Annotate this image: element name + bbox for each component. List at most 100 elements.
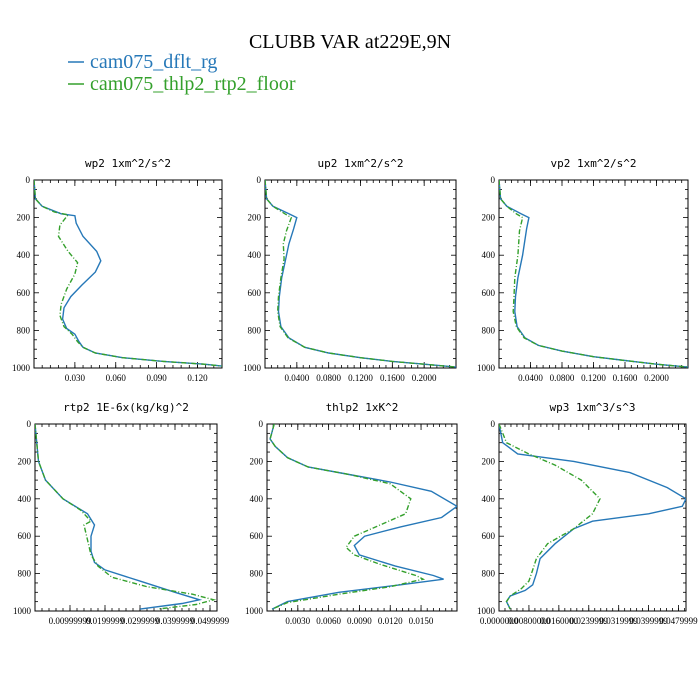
- x-tick-label: 0.0030: [285, 616, 310, 626]
- y-tick-label: 0: [491, 175, 496, 185]
- x-tick-label: 0.0150: [409, 616, 434, 626]
- x-tick-label: 0.0120: [378, 616, 403, 626]
- x-tick-label: 0.0479999: [659, 616, 698, 626]
- y-tick-label: 1000: [243, 363, 262, 373]
- series-line-2: [265, 180, 456, 368]
- panel-title: wp3 1xm^3/s^3: [549, 401, 635, 414]
- y-tick-label: 600: [482, 288, 496, 298]
- plot-frame: [33, 179, 223, 369]
- y-tick-label: 1000: [477, 363, 496, 373]
- series-line-2: [499, 424, 601, 610]
- series-line-1: [269, 424, 457, 610]
- series-line-1: [34, 180, 222, 367]
- x-tick-label: 0.00800000: [508, 616, 551, 626]
- series-line-2: [269, 424, 426, 610]
- x-tick-label: 0.0400: [284, 373, 309, 383]
- panel-title: up2 1xm^2/s^2: [317, 157, 403, 170]
- x-tick-label: 0.0400: [518, 373, 543, 383]
- y-tick-label: 600: [250, 531, 264, 541]
- x-tick-label: 0.0319999: [600, 616, 639, 626]
- panel-4: rtp2 1E-6x(kg/kg)^2 0 200 400 600 800 1000 0.00…: [13, 401, 230, 626]
- y-tick-label: 1000: [477, 606, 496, 616]
- y-tick-label: 400: [250, 494, 264, 504]
- y-tick-label: 0: [26, 175, 31, 185]
- x-tick-label: 0.1600: [380, 373, 405, 383]
- series-line-1: [499, 180, 688, 368]
- y-tick-label: 200: [250, 456, 264, 466]
- panel-title: rtp2 1E-6x(kg/kg)^2: [63, 401, 189, 414]
- y-tick-label: 400: [482, 250, 496, 260]
- y-tick-label: 400: [18, 494, 32, 504]
- panel-title: thlp2 1xK^2: [326, 401, 399, 414]
- y-tick-label: 800: [17, 325, 31, 335]
- x-tick-label: 0.0239999: [570, 616, 609, 626]
- x-tick-label: 0.0800: [316, 373, 341, 383]
- plot-frame: [498, 423, 687, 612]
- panel-6: wp3 1xm^3/s^3020040060080010000.00000000…: [477, 401, 698, 626]
- series-line-1: [265, 180, 456, 368]
- x-tick-label: 0.0399999: [629, 616, 668, 626]
- y-tick-label: 400: [482, 494, 496, 504]
- panel-title: vp2 1xm^2/s^2: [550, 157, 636, 170]
- y-tick-label: 1000: [12, 363, 31, 373]
- x-tick-label: 0.1200: [581, 373, 606, 383]
- x-tick-label: 0.2000: [644, 373, 669, 383]
- panel-1: wp2 1xm^2/s^2 0 200 400 600 800 1000 0.030 0.060…: [12, 157, 223, 383]
- x-tick-label: 0.0000000: [480, 616, 519, 626]
- x-tick-label: 0.060: [106, 373, 127, 383]
- x-tick-label: 0.0299999: [121, 616, 160, 626]
- x-tick-label: 0.0060: [316, 616, 341, 626]
- y-tick-label: 400: [17, 250, 31, 260]
- y-tick-label: 800: [482, 569, 496, 579]
- y-tick-label: 600: [17, 288, 31, 298]
- panel-title: wp2 1xm^2/s^2: [85, 157, 171, 170]
- plot-frame: [264, 179, 457, 369]
- y-tick-label: 0: [257, 175, 262, 185]
- y-tick-label: 0: [27, 419, 32, 429]
- y-tick-label: 1000: [13, 606, 32, 616]
- chart-title: CLUBB VAR at229E,9N: [249, 31, 451, 53]
- x-tick-label: 0.00999999: [49, 616, 92, 626]
- panel-5: thlp2 1xK^2 0 200 400 600 800 1000 0.0030 0.0060…: [245, 401, 458, 626]
- x-tick-label: 0.0800: [550, 373, 575, 383]
- x-tick-label: 0.0499999: [191, 616, 230, 626]
- series-line-2: [34, 180, 222, 367]
- x-tick-label: 0.120: [187, 373, 208, 383]
- x-tick-label: 0.0399999: [156, 616, 195, 626]
- x-tick-label: 0.1200: [348, 373, 373, 383]
- series-line-2: [35, 424, 217, 610]
- y-tick-label: 200: [18, 456, 32, 466]
- series-line-1: [499, 424, 686, 610]
- legend-label-2: cam075_thlp2_rtp2_floor: [90, 73, 296, 95]
- x-tick-label: 0.1600: [613, 373, 638, 383]
- series-line-1: [35, 424, 203, 610]
- y-tick-label: 400: [248, 250, 262, 260]
- y-tick-label: 800: [18, 569, 32, 579]
- y-tick-label: 0: [259, 419, 264, 429]
- panel-2: up2 1xm^2/s^2 0 200 400 600 800 1000 0.0400 0.08…: [243, 157, 457, 383]
- plot-frame: [266, 423, 458, 612]
- y-tick-label: 600: [248, 288, 262, 298]
- panels: wp2 1xm^2/s^2 0 200 400 600 800 1000 0.030 0.060…: [12, 157, 698, 626]
- y-tick-label: 200: [248, 213, 262, 223]
- y-tick-label: 600: [482, 531, 496, 541]
- x-tick-label: 0.0199999: [86, 616, 125, 626]
- y-tick-label: 800: [248, 325, 262, 335]
- y-tick-label: 600: [18, 531, 32, 541]
- y-tick-label: 800: [250, 569, 264, 579]
- y-tick-label: 800: [482, 325, 496, 335]
- x-tick-label: 0.030: [65, 373, 86, 383]
- y-tick-label: 200: [482, 213, 496, 223]
- x-tick-label: 0.0090: [347, 616, 372, 626]
- y-tick-label: 0: [491, 419, 496, 429]
- panel-3: vp2 1xm^2/s^2 0 200 400 600 800 1000 0.0400 0.08…: [477, 157, 689, 383]
- y-tick-label: 200: [482, 456, 496, 466]
- y-tick-label: 200: [17, 213, 31, 223]
- x-tick-label: 0.0160000: [540, 616, 579, 626]
- plot-frame: [34, 423, 218, 612]
- legend-label-1: cam075_dflt_rg: [90, 51, 217, 73]
- x-tick-label: 0.090: [146, 373, 167, 383]
- x-tick-label: 0.2000: [412, 373, 437, 383]
- y-tick-label: 1000: [245, 606, 264, 616]
